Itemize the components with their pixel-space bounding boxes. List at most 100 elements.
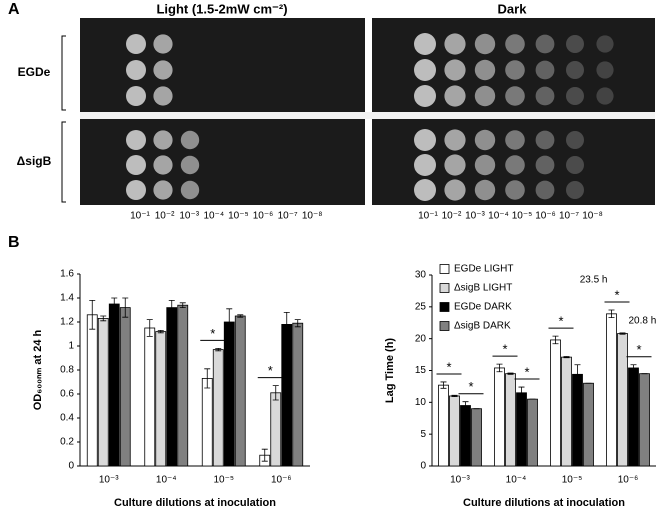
bar bbox=[97, 317, 109, 467]
bar bbox=[583, 382, 594, 467]
error-bar bbox=[294, 319, 301, 328]
bar bbox=[438, 384, 449, 467]
bar bbox=[449, 395, 460, 467]
annotation: 23.5 h bbox=[580, 275, 608, 286]
y-tick-label: 20 bbox=[415, 333, 427, 344]
legend-swatch bbox=[439, 302, 450, 312]
error-bar bbox=[630, 364, 637, 372]
error-bar bbox=[272, 385, 279, 401]
y-tick-label: 25 bbox=[415, 301, 427, 312]
colony-spot bbox=[126, 86, 146, 106]
strain-label: EGDe bbox=[18, 65, 51, 79]
colony-spot bbox=[566, 156, 584, 174]
error-bar bbox=[215, 348, 222, 352]
x-tick-label: 10⁻⁴ bbox=[156, 475, 177, 486]
colony-spot bbox=[126, 60, 146, 80]
significance-mark: * bbox=[468, 379, 473, 394]
x-tick-label: 10⁻⁶ bbox=[271, 475, 292, 486]
colony-spot bbox=[153, 155, 173, 175]
bar bbox=[201, 377, 213, 467]
legend-swatch bbox=[439, 283, 450, 293]
legend-swatch bbox=[439, 264, 450, 274]
colony-spot bbox=[505, 60, 525, 80]
bar bbox=[223, 321, 235, 467]
dilution-label: 10⁻⁴ bbox=[203, 211, 224, 222]
error-bar bbox=[552, 335, 559, 345]
colony-spot bbox=[414, 179, 436, 201]
bar bbox=[86, 314, 98, 467]
colony-spot bbox=[126, 155, 146, 175]
x-tick-label: 10⁻⁴ bbox=[506, 475, 527, 486]
error-bar bbox=[507, 372, 514, 375]
bar bbox=[292, 322, 304, 467]
error-bar bbox=[608, 309, 615, 319]
colony-spot bbox=[444, 59, 466, 81]
colony-spot bbox=[505, 34, 525, 54]
dilution-label: 10⁻² bbox=[155, 211, 175, 222]
colony-spot bbox=[153, 60, 173, 80]
colony-spot bbox=[444, 154, 466, 176]
condition-title: Dark bbox=[498, 1, 528, 16]
panel-label: B bbox=[8, 234, 20, 251]
bar bbox=[212, 349, 224, 467]
error-bar bbox=[563, 356, 570, 359]
y-tick-label: 0.4 bbox=[60, 413, 74, 424]
bar bbox=[177, 304, 189, 467]
dilution-label: 10⁻⁶ bbox=[253, 211, 274, 222]
colony-spot bbox=[596, 61, 614, 79]
bar bbox=[155, 331, 167, 467]
colony-spot bbox=[180, 130, 200, 150]
error-bar bbox=[179, 302, 186, 308]
error-bar bbox=[100, 315, 107, 322]
x-tick-label: 10⁻³ bbox=[99, 475, 119, 486]
colony-spot bbox=[474, 129, 496, 151]
error-bar bbox=[496, 363, 503, 373]
colony-spot bbox=[566, 61, 584, 79]
error-bar bbox=[462, 401, 469, 410]
strain-bracket bbox=[61, 35, 66, 203]
legend-label: ΔsigB LIGHT bbox=[454, 283, 512, 294]
colony-spot bbox=[596, 87, 614, 105]
colony-spot bbox=[474, 33, 496, 55]
y-axis-label: Lag Time (h) bbox=[384, 338, 396, 404]
y-tick-label: 5 bbox=[420, 429, 426, 440]
error-bar bbox=[168, 300, 175, 316]
error-bar bbox=[574, 364, 581, 385]
x-tick-label: 10⁻³ bbox=[450, 475, 470, 486]
error-bar bbox=[89, 300, 96, 330]
colony-spot bbox=[153, 130, 173, 150]
separator bbox=[80, 112, 655, 119]
y-tick-label: 10 bbox=[415, 397, 427, 408]
plate-photo bbox=[80, 18, 365, 205]
colony-spot bbox=[414, 59, 436, 81]
error-bar bbox=[237, 314, 244, 318]
colony-spot bbox=[535, 155, 555, 175]
dilution-label: 10⁻² bbox=[442, 211, 462, 222]
dilution-label: 10⁻⁷ bbox=[278, 211, 298, 222]
colony-spot bbox=[566, 87, 584, 105]
error-bar bbox=[283, 312, 290, 337]
error-bar bbox=[261, 448, 268, 462]
error-bar bbox=[146, 319, 153, 337]
colony-spot bbox=[126, 34, 146, 54]
bar bbox=[639, 373, 650, 467]
colony-spot bbox=[505, 180, 525, 200]
colony-spot bbox=[444, 33, 466, 55]
error-bar bbox=[451, 394, 458, 398]
colony-spot bbox=[180, 180, 200, 200]
y-tick-label: 0.8 bbox=[60, 365, 74, 376]
dilution-label: 10⁻⁷ bbox=[559, 211, 579, 222]
colony-spot bbox=[414, 129, 436, 151]
error-bar bbox=[122, 297, 129, 318]
bar bbox=[494, 367, 505, 467]
x-axis-label: Culture dilutions at inoculation bbox=[114, 497, 276, 509]
colony-spot bbox=[414, 85, 436, 107]
y-axis-label: OD₆₀₀ₙₘ at 24 h bbox=[32, 329, 44, 410]
colony-spot bbox=[444, 179, 466, 201]
colony-spot bbox=[535, 180, 555, 200]
significance-mark: * bbox=[636, 342, 641, 357]
colony-spot bbox=[444, 85, 466, 107]
error-bar bbox=[226, 308, 233, 336]
significance-mark: * bbox=[210, 326, 215, 341]
colony-spot bbox=[566, 35, 584, 53]
